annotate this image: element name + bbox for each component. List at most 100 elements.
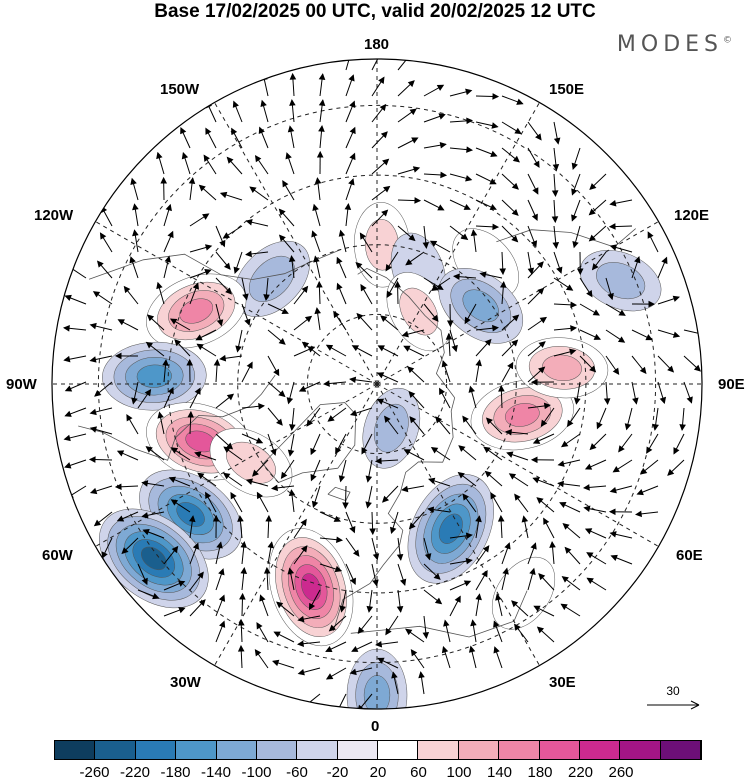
wind-arrow <box>63 355 87 363</box>
wind-arrow <box>499 280 507 305</box>
wind-arrow <box>174 339 191 357</box>
wind-arrow <box>475 338 492 357</box>
colorbar-swatch <box>660 741 701 759</box>
wind-arrow <box>267 433 277 456</box>
wind-arrow <box>504 428 529 436</box>
wind-arrow <box>249 186 269 201</box>
lon-label-180: 180 <box>364 36 390 53</box>
wind-arrow <box>475 515 482 539</box>
brand-logo: MODES© <box>617 32 732 57</box>
wind-arrow <box>310 433 321 456</box>
wind-arrow <box>401 329 425 338</box>
colorbar-tick-label: -260 <box>79 764 110 781</box>
wind-arrow <box>371 76 385 97</box>
wind-arrow <box>475 199 497 210</box>
wind-arrow <box>240 540 247 565</box>
wind-arrow <box>239 592 246 617</box>
wind-arrow <box>345 563 356 586</box>
wind-arrow <box>449 117 474 125</box>
wind-arrow <box>181 151 191 175</box>
wind-arrow <box>359 232 373 253</box>
wind-arrow <box>423 141 447 149</box>
wind-arrow <box>267 329 286 345</box>
lon-label-150w: 150W <box>160 81 200 98</box>
wind-arrow <box>215 251 231 270</box>
wind-arrow <box>475 223 500 231</box>
wind-arrow <box>564 546 581 565</box>
wind-arrow <box>549 540 556 565</box>
wind-arrow <box>514 623 529 643</box>
wind-arrow <box>126 414 139 435</box>
wind-arrow <box>186 358 194 383</box>
wind-arrow <box>96 260 113 279</box>
wind-arrow <box>89 407 113 416</box>
wind-arrow <box>384 415 399 435</box>
colorbar-swatch <box>176 741 217 759</box>
wind-arrow <box>344 202 352 227</box>
wind-arrow <box>371 563 379 587</box>
wind-arrow <box>63 433 87 442</box>
wind-arrow <box>552 225 560 250</box>
coastlines <box>78 228 636 638</box>
wind-arrow <box>156 151 165 175</box>
colorbar-swatch <box>256 741 298 759</box>
wind-arrow <box>308 589 321 611</box>
wind-arrow <box>160 176 168 201</box>
wind-arrow <box>423 589 443 605</box>
wind-arrow <box>553 301 578 309</box>
wind-arrow <box>276 601 295 617</box>
wind-arrow <box>588 199 607 216</box>
wind-arrow <box>369 511 376 536</box>
wind-arrow <box>397 166 421 175</box>
wind-arrow <box>345 537 360 557</box>
wind-arrow <box>180 126 191 149</box>
wind-arrow <box>408 390 425 409</box>
wind-arrow <box>260 99 269 123</box>
wind-arrow <box>374 457 399 465</box>
wind-arrow <box>188 177 196 201</box>
wind-arrow <box>287 125 295 149</box>
wind-arrow <box>657 256 668 279</box>
wind-arrow <box>203 154 217 175</box>
wind-arrow <box>532 433 555 444</box>
wind-arrow <box>495 593 503 617</box>
wind-arrow <box>213 358 221 383</box>
wind-arrow <box>462 415 477 435</box>
wind-arrow <box>212 514 220 539</box>
wind-arrow <box>169 318 191 331</box>
map-border <box>51 58 703 710</box>
wind-arrow <box>409 416 425 435</box>
wind-arrow <box>596 407 607 430</box>
colorbar-swatch <box>55 741 96 759</box>
wind-arrow <box>351 345 373 357</box>
graticule <box>52 59 702 709</box>
wind-arrow <box>501 542 511 565</box>
wind-arrow <box>141 480 165 487</box>
wind-arrow <box>141 511 165 519</box>
colorbar-tick-label: 220 <box>567 764 594 781</box>
wind-arrow <box>551 199 559 224</box>
wind-arrow <box>609 485 633 494</box>
wind-arrow <box>64 381 87 392</box>
wind-arrow <box>449 146 474 153</box>
wind-arrow <box>634 510 659 518</box>
wind-arrow <box>92 291 113 305</box>
wind-arrow <box>536 497 555 513</box>
wind-arrow <box>683 381 693 404</box>
wind-arrow <box>475 173 497 185</box>
wind-arrow <box>245 478 269 487</box>
wind-arrow <box>608 508 633 516</box>
wind-arrow <box>345 511 356 534</box>
colorbar-swatch <box>135 741 177 759</box>
colorbar-tick-label: 100 <box>446 764 472 781</box>
wind-arrow <box>527 542 537 565</box>
wind-arrow <box>579 329 602 340</box>
wind-arrow <box>365 459 373 483</box>
wind-arrow <box>189 282 199 305</box>
wind-arrow <box>205 491 217 513</box>
wind-arrow <box>610 554 633 565</box>
wind-arrow <box>131 381 139 405</box>
wind-arrow <box>423 84 445 97</box>
wind-arrow <box>673 433 685 455</box>
wind-arrow <box>527 251 535 275</box>
